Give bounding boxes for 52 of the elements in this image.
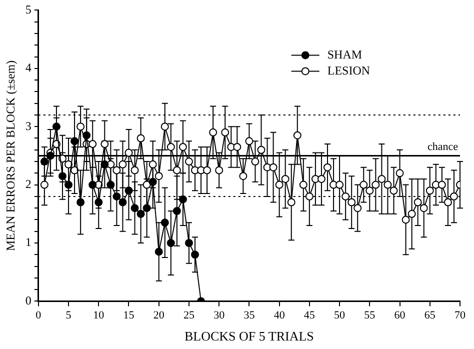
point [106,180,115,189]
legend-label: SHAM [327,47,362,62]
point [118,198,127,206]
x-tick-label: 0 [36,310,42,322]
x-tick-label: 25 [183,310,195,322]
point [124,186,133,195]
x-tick-label: 50 [334,310,346,322]
x-tick-label: 10 [93,310,105,322]
point [154,248,163,256]
point [130,204,139,212]
point [178,195,187,204]
point [184,239,193,247]
point [70,137,79,146]
y-tick-label: 5 [25,2,32,16]
point [76,198,85,206]
y-tick-label: 2 [25,176,32,191]
y-tick-label: 3 [25,118,32,133]
y-tick-label: 0 [25,293,32,308]
y-tick-label: 1 [25,235,32,250]
x-tick-label: 15 [123,310,135,322]
point [172,206,181,215]
x-tick-label: 55 [364,310,376,322]
point [94,198,103,206]
point [142,204,151,212]
point [166,239,175,247]
y-tick-label: 4 [25,60,32,75]
x-axis-title: BLOCKS OF 5 TRIALS [184,328,314,344]
x-tick-label: 70 [454,310,466,322]
point [100,160,109,168]
x-tick-label: 5 [66,310,72,322]
y-axis-title: MEAN ERRORS PER BLOCK (±sem) [3,60,18,252]
point [148,178,157,186]
x-tick-label: 60 [394,310,406,322]
point [160,218,169,227]
x-tick-label: 35 [244,310,256,322]
point [112,192,121,200]
point [190,250,199,259]
point [88,180,97,189]
legend-label: LESION [327,63,370,78]
point [136,210,145,218]
x-tick-label: 20 [153,310,165,322]
x-tick-label: 40 [274,310,286,322]
point [64,180,73,189]
x-tick-label: 45 [304,310,316,322]
point [82,131,91,140]
point [58,172,66,180]
x-tick-label: 30 [214,310,226,322]
ref-line-label: chance [427,141,458,154]
point [40,158,48,166]
point [52,122,60,131]
x-tick-label: 65 [424,310,436,322]
point [46,152,54,160]
